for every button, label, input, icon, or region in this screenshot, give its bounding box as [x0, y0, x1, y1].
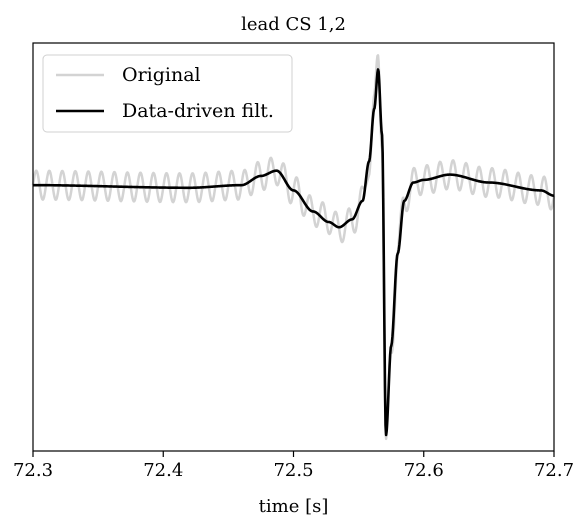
x-axis-ticks: 72.3 72.4 72.5 72.6 72.7 — [13, 451, 574, 481]
x-tick-label: 72.7 — [534, 460, 574, 481]
x-tick-label: 72.6 — [404, 460, 444, 481]
legend-label-filtered: Data-driven filt. — [122, 100, 274, 122]
legend-label-original: Original — [122, 64, 201, 86]
x-axis-label: time [s] — [259, 496, 329, 517]
legend-frame — [42, 54, 293, 133]
x-tick-label: 72.5 — [273, 460, 313, 481]
x-tick-label: 72.3 — [13, 460, 53, 481]
series-line-filtered — [32, 68, 555, 437]
chart-title: lead CS 1,2 — [241, 14, 346, 35]
legend: Original Data-driven filt. — [42, 54, 293, 133]
plot-lines — [31, 54, 556, 441]
x-tick-label: 72.4 — [143, 460, 183, 481]
